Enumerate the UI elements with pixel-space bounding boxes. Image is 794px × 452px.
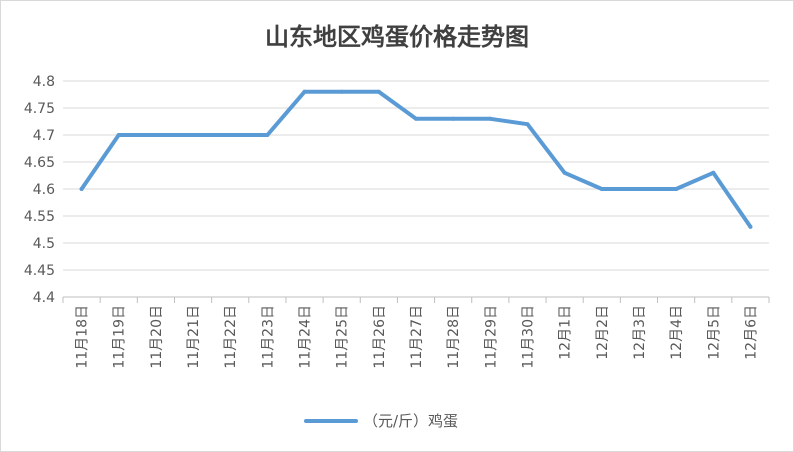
x-tick-label: 11月26日 [372, 305, 388, 369]
x-tick-label: 12月3日 [632, 305, 648, 360]
x-tick-label: 11月24日 [298, 305, 314, 369]
x-tick-label: 12月4日 [669, 305, 685, 360]
data-point [376, 89, 381, 94]
x-tick-label: 11月27日 [409, 305, 425, 369]
data-point [116, 133, 121, 137]
legend-label: （元/斤）鸡蛋 [363, 412, 458, 430]
y-tick-label: 4.8 [33, 74, 55, 90]
y-tick-label: 4.7 [33, 128, 55, 144]
y-tick-label: 4.75 [24, 101, 55, 117]
y-tick-label: 4.45 [24, 263, 55, 279]
x-tick-label: 12月2日 [595, 305, 611, 360]
x-tick-label: 12月5日 [706, 305, 722, 360]
data-point [711, 170, 716, 175]
data-point [599, 187, 604, 191]
data-point [339, 89, 344, 94]
x-tick-label: 11月21日 [186, 305, 202, 369]
data-point [562, 170, 567, 175]
data-point [79, 187, 84, 191]
x-tick-label: 11月18日 [75, 305, 91, 369]
data-point [748, 224, 753, 229]
data-point [525, 122, 530, 127]
x-tick-label: 11月30日 [520, 305, 536, 369]
x-tick-label: 11月23日 [260, 305, 276, 369]
x-tick-label: 11月19日 [112, 305, 128, 369]
data-point [451, 116, 456, 121]
series-line [79, 89, 753, 229]
x-tick-label: 12月1日 [558, 305, 574, 360]
y-tick-label: 4.6 [33, 182, 55, 198]
data-point [302, 89, 307, 94]
x-tick-label: 11月29日 [483, 305, 499, 369]
data-point [414, 116, 418, 121]
x-tick-label: 11月22日 [223, 305, 239, 369]
chart-title: 山东地区鸡蛋价格走势图 [265, 22, 529, 51]
y-tick-label: 4.4 [33, 290, 55, 306]
data-point [265, 133, 270, 137]
data-point [674, 187, 679, 191]
x-tick-label: 12月6日 [743, 305, 759, 360]
data-point [191, 133, 196, 137]
x-tick-label: 11月20日 [149, 305, 165, 369]
data-point [636, 187, 641, 191]
data-point [488, 116, 493, 121]
x-tick-label: 11月28日 [446, 305, 462, 369]
data-point [153, 133, 158, 137]
y-tick-label: 4.5 [33, 236, 55, 252]
data-point [228, 133, 233, 137]
y-tick-label: 4.65 [24, 155, 55, 171]
x-tick-label: 11月25日 [335, 305, 351, 369]
y-tick-label: 4.55 [24, 209, 55, 225]
